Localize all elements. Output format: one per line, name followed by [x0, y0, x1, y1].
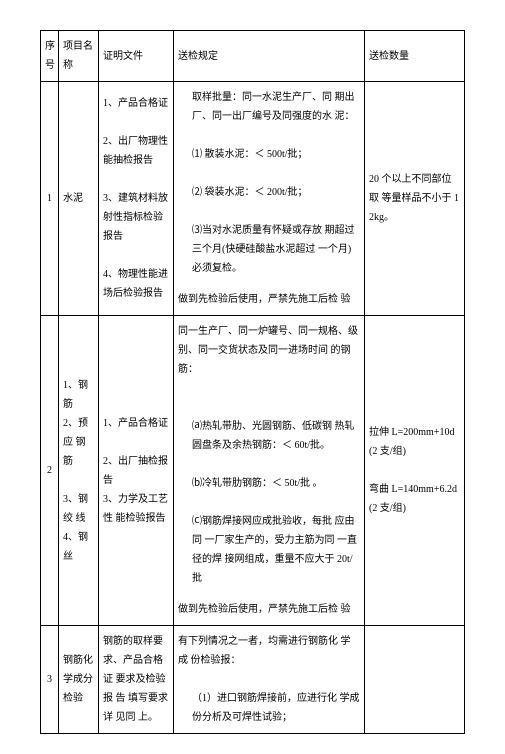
row1-rule-2: ⑵ 袋装水泥：＜ 200t/批；: [178, 183, 360, 202]
row1-qty: 20 个以上不同部位取 等量样品不小于 12kg。: [365, 82, 465, 316]
row2-num: 2: [41, 316, 59, 626]
row2-qty-1: 拉伸 L=200mm+10d (2 支/组): [369, 423, 460, 461]
row1-num: 1: [41, 82, 59, 316]
header-seq: 序 号: [41, 31, 59, 82]
row1-rule-1: ⑴ 散装水泥：＜ 500t/批；: [178, 145, 360, 164]
row3-name: 钢筋化 学成分 检验: [59, 626, 99, 734]
row2-rule-intro: 同一生产厂、同一炉罐号、同一规格、级 别、同一交货状态及同一进场时间 的钢 筋：: [178, 322, 360, 379]
row3-qty: [365, 626, 465, 734]
header-name: 项目名 称: [59, 31, 99, 82]
row1-rule-footer: 做到先检验后使用，严禁先施工后检 验: [174, 284, 365, 316]
row2-qty-2: 弯曲 L=140mm+6.2d (2 支/组): [369, 480, 460, 518]
row1-rule-intro: 取样批量：同一水泥生产厂、同 期出 厂、同一出厂编号及同强度的水 泥：: [178, 88, 360, 126]
row1-rule: 取样批量：同一水泥生产厂、同 期出 厂、同一出厂编号及同强度的水 泥： ⑴ 散装…: [174, 82, 365, 285]
row2-rule-c: ⒞钢筋焊接网应成批验收，每批 应由同 一厂家生产的，受力主筋为同 一直径的焊 接…: [178, 512, 360, 588]
row2-rule-b: ⒝冷轧带肋钢筋：＜ 50t/批 。: [178, 474, 360, 493]
row3-rule: 有下列情况之一者，均需进行钢筋化 学成 份检验报： （1）进口钢筋焊接前，应进行…: [174, 626, 365, 734]
row2-rule: 同一生产厂、同一炉罐号、同一规格、级 别、同一交货状态及同一进场时间 的钢 筋：…: [174, 316, 365, 595]
row3-rule-1: （1）进口钢筋焊接前，应进行化 学成 份分析及可焊性试验；: [178, 689, 360, 727]
header-doc: 证明文件: [99, 31, 174, 82]
row2-rule-a: ⒜热轧带肋、光圆钢筋、低碳钢 热轧圆盘条及余热钢筋：＜ 60t/批。: [178, 417, 360, 455]
row1-doc: 1、产品合格证 2、出厂物理性 能抽检报告 3、建筑材料放 射性指标检验 报告 …: [99, 82, 174, 316]
row3-rule-intro: 有下列情况之一者，均需进行钢筋化 学成 份检验报：: [178, 632, 360, 670]
row3-num: 3: [41, 626, 59, 734]
row2-doc: 1、产品合格证 2、出厂抽检报 告 3、力学及工艺 性 能检验报告: [99, 316, 174, 626]
row2-rule-footer: 做到先检验后使用，严禁先施工后检 验: [174, 594, 365, 626]
header-rule: 送检规定: [174, 31, 365, 82]
row1-name: 水泥: [59, 82, 99, 316]
row3-doc: 钢筋的取样要 求、产品合格证 要求及检验报 告 填写要求详 见同 上。: [99, 626, 174, 734]
row1-rule-3: ⑶当对水泥质量有怀疑或存放 期超过三个月(快硬硅酸盐水泥超过 一个月) 必须复检…: [178, 221, 360, 278]
row2-qty: 拉伸 L=200mm+10d (2 支/组) 弯曲 L=140mm+6.2d (…: [365, 316, 465, 626]
row2-name: 1、钢筋 2、预应 钢筋 3、钢绞 线 4、钢丝: [59, 316, 99, 626]
header-qty: 送检数量: [365, 31, 465, 82]
